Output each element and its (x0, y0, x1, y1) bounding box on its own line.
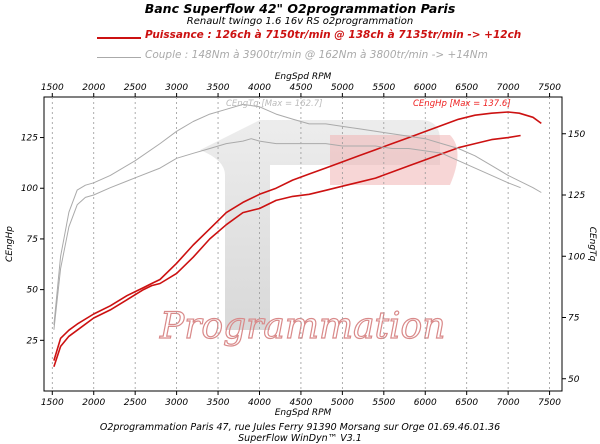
series-power-stock (53, 134, 521, 367)
y-left-tick-label: 50 (27, 286, 39, 296)
y-right-tick-label: 50 (568, 375, 580, 385)
legend-torque-swatch (97, 57, 141, 58)
x-tick-label-bottom: 3000 (165, 398, 188, 408)
watermark-text: Programmation (159, 306, 445, 347)
power-max-label: CEngHp [Max = 137.6] (413, 99, 511, 109)
chart-subtitle: Renault twingo 1.6 16v RS o2programmatio… (186, 16, 414, 27)
x-axis-label-top: EngSpd RPM (275, 72, 332, 82)
legend-torque: Couple : 148Nm à 3900tr/min @ 162Nm à 38… (145, 49, 488, 61)
x-tick-label-bottom: 2000 (82, 398, 105, 408)
plot-frame (43, 96, 563, 392)
torque-max-label: CEngTq [Max = 162.7] (226, 99, 322, 109)
y-right-tick-label: 75 (568, 314, 580, 324)
x-tick-label-bottom: 4500 (289, 398, 312, 408)
series-power-tuned (53, 111, 542, 361)
legend-power: Puissance : 126ch à 7150tr/min @ 138ch à… (145, 29, 522, 41)
legend-power-swatch (97, 37, 141, 39)
x-tick-label-bottom: 5000 (331, 398, 354, 408)
y-axis-label-right: CEngTq (587, 227, 597, 262)
x-tick-label-top: 1500 (41, 83, 64, 93)
footer-software: SuperFlow WinDyn™ V3.1 (238, 433, 362, 444)
watermark-logo (200, 120, 440, 330)
x-tick-label-top: 5000 (331, 83, 354, 93)
grid (51, 97, 550, 391)
y-left-tick-label: 25 (27, 336, 39, 346)
y-left-tick-label: 100 (21, 184, 38, 194)
x-tick-label-top: 3000 (165, 83, 188, 93)
x-tick-label-bottom: 7500 (538, 398, 561, 408)
x-tick-label-top: 4000 (248, 83, 271, 93)
x-tick-label-top: 2000 (82, 83, 105, 93)
x-axis-label-bottom: EngSpd RPM (275, 408, 332, 418)
x-tick-label-top: 6000 (414, 83, 437, 93)
x-tick-label-bottom: 2500 (124, 398, 147, 408)
y-right-tick-label: 100 (568, 252, 585, 262)
y-right-tick-label: 125 (568, 191, 585, 201)
x-tick-label-bottom: 4000 (248, 398, 271, 408)
series-torque-tuned (53, 103, 542, 325)
y-axis-label-left: CEngHp (5, 226, 15, 262)
x-tick-label-bottom: 5500 (372, 398, 395, 408)
x-tick-label-top: 7000 (497, 83, 520, 93)
x-tick-label-top: 2500 (124, 83, 147, 93)
x-tick-label-bottom: 3500 (207, 398, 230, 408)
x-tick-label-bottom: 6500 (455, 398, 478, 408)
x-tick-label-bottom: 1500 (41, 398, 64, 408)
y-right-tick-label: 150 (568, 130, 585, 140)
x-tick-label-top: 6500 (455, 83, 478, 93)
x-tick-label-bottom: 7000 (497, 398, 520, 408)
x-tick-label-top: 4500 (289, 83, 312, 93)
y-left-tick-label: 75 (27, 235, 39, 245)
x-tick-label-top: 5500 (372, 83, 395, 93)
axes: 1500 1500 2000 2000 2500 2500 3000 3000 3500 3500… (21, 83, 586, 408)
footer-address: O2programmation Paris 47, rue Jules Ferr… (99, 422, 501, 433)
chart-title: Banc Superflow 42" O2programmation Paris (144, 1, 456, 16)
series-torque-stock (53, 138, 521, 330)
x-tick-label-bottom: 6000 (414, 398, 437, 408)
series-layer (53, 103, 542, 367)
x-tick-label-top: 7500 (538, 83, 561, 93)
x-tick-label-top: 3500 (207, 83, 230, 93)
watermark: Programmation (158, 120, 458, 348)
y-left-tick-label: 125 (21, 134, 38, 144)
